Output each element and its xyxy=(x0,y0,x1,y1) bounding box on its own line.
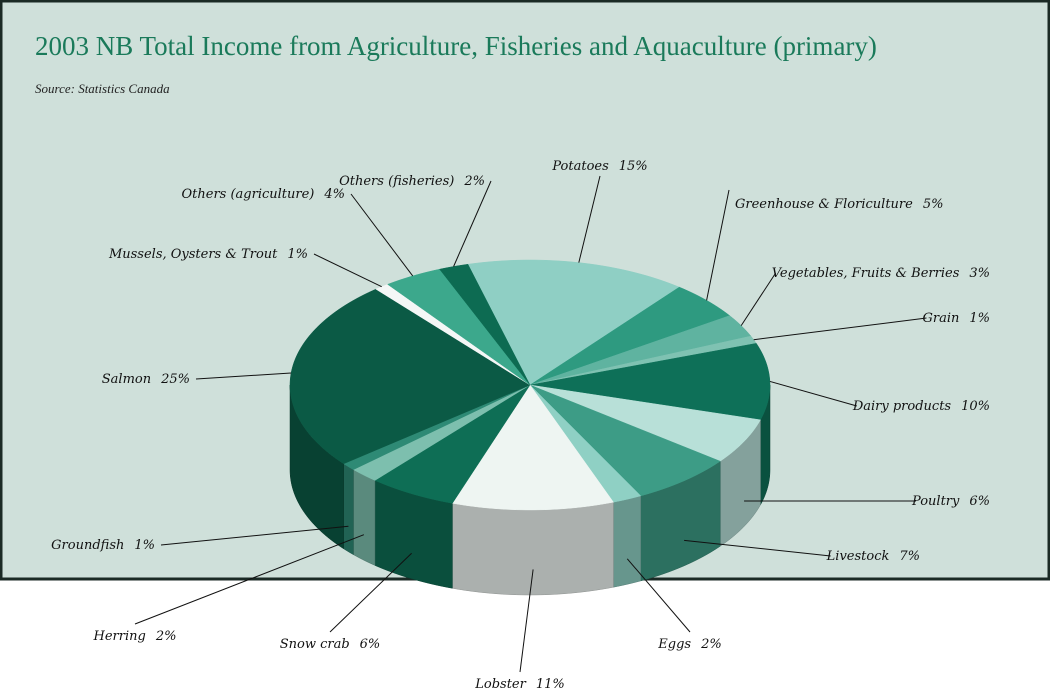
slice-label: Dairy products 10% xyxy=(852,399,990,414)
leader-line xyxy=(769,380,857,407)
value-label: 1% xyxy=(134,538,155,553)
leader-line xyxy=(160,525,349,546)
slice-label: Lobster 11% xyxy=(474,677,565,692)
value-label: 6% xyxy=(969,494,990,509)
slice-side xyxy=(452,501,614,596)
category-label: Others (fisheries) xyxy=(339,174,454,189)
leader-line xyxy=(134,534,365,625)
leader-line xyxy=(753,317,927,341)
category-label: Livestock xyxy=(826,549,890,564)
slice-label: Livestock 7% xyxy=(826,549,920,564)
category-label: Grain xyxy=(922,311,959,326)
subtitle: Source: Statistics Canada xyxy=(35,81,170,96)
slice-label: Others (agriculture) 4% xyxy=(182,187,346,202)
category-label: Snow crab xyxy=(280,637,350,652)
leader-line xyxy=(313,253,382,288)
value-label: 1% xyxy=(287,247,308,262)
leader-line xyxy=(350,193,414,277)
slice-label: Groundfish 1% xyxy=(51,538,155,553)
slice-label: Salmon 25% xyxy=(102,372,190,387)
leader-line xyxy=(329,552,412,633)
leader-line xyxy=(195,372,292,380)
slice xyxy=(529,384,721,497)
slice-label: Eggs 2% xyxy=(657,637,721,652)
value-label: 4% xyxy=(323,187,345,202)
leader-line xyxy=(519,569,534,673)
slice xyxy=(451,384,614,511)
category-label: Dairy products xyxy=(852,399,952,414)
slice xyxy=(467,259,680,386)
slice-label: Poultry 6% xyxy=(911,494,990,509)
value-label: 10% xyxy=(961,399,990,414)
value-label: 11% xyxy=(536,677,565,692)
leader-line xyxy=(684,539,831,557)
value-label: 2% xyxy=(700,637,722,652)
slice-label: Mussels, Oysters & Trout 1% xyxy=(108,247,308,262)
value-label: 6% xyxy=(360,637,381,652)
category-label: Groundfish xyxy=(51,538,124,553)
value-label: 3% xyxy=(969,266,990,281)
category-label: Greenhouse & Floriculture xyxy=(735,197,913,212)
slice-label: Vegetables, Fruits & Berries 3% xyxy=(772,266,990,281)
chart-title: 2003 NB Total Income from Agriculture, F… xyxy=(35,31,877,61)
leader-line xyxy=(626,558,691,633)
value-label: 15% xyxy=(619,159,648,174)
slice-side xyxy=(613,495,641,588)
value-label: 5% xyxy=(923,197,944,212)
value-label: 2% xyxy=(155,629,177,644)
slice xyxy=(289,288,531,465)
slice xyxy=(529,384,761,462)
value-label: 7% xyxy=(899,549,920,564)
slice-label: Greenhouse & Floriculture 5% xyxy=(735,197,943,212)
slice xyxy=(529,343,771,421)
category-label: Vegetables, Fruits & Berries xyxy=(772,266,960,281)
category-label: Eggs xyxy=(657,637,691,652)
category-label: Others (agriculture) xyxy=(182,187,315,202)
slice-label: Grain 1% xyxy=(922,311,990,326)
slice-label: Potatoes 15% xyxy=(551,159,647,174)
leader-line xyxy=(740,272,777,326)
category-label: Herring xyxy=(93,629,146,644)
slice xyxy=(352,384,531,481)
leader-line xyxy=(706,189,730,301)
category-label: Lobster xyxy=(474,677,526,692)
category-label: Mussels, Oysters & Trout xyxy=(108,247,278,262)
category-label: Potatoes xyxy=(551,159,609,174)
category-label: Poultry xyxy=(911,494,960,509)
slice xyxy=(387,268,531,386)
value-label: 2% xyxy=(463,174,485,189)
slice-label: Herring 2% xyxy=(93,629,177,644)
leader-line xyxy=(453,180,492,267)
value-label: 25% xyxy=(160,372,190,387)
category-label: Salmon xyxy=(102,372,151,387)
leader-line xyxy=(578,175,601,263)
slice-label: Others (fisheries) 2% xyxy=(339,174,485,189)
slice-label: Snow crab 6% xyxy=(280,637,381,652)
slice xyxy=(374,384,531,504)
value-label: 1% xyxy=(969,311,990,326)
slice-side xyxy=(353,469,376,566)
slice xyxy=(439,263,531,386)
slice xyxy=(529,384,642,503)
slice xyxy=(529,315,752,386)
